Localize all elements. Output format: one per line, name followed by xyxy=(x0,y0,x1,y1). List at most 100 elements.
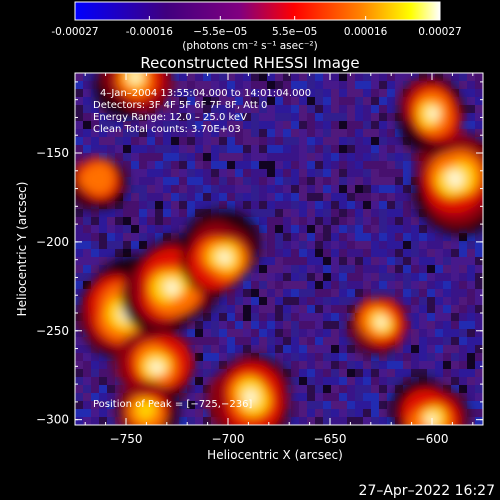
texture-cell xyxy=(443,361,451,369)
texture-cell xyxy=(339,137,347,145)
texture-cell xyxy=(299,113,307,121)
texture-cell xyxy=(299,169,307,177)
texture-cell xyxy=(75,369,83,377)
texture-cell xyxy=(211,177,219,185)
texture-cell xyxy=(187,321,195,329)
texture-cell xyxy=(299,313,307,321)
texture-cell xyxy=(179,137,187,145)
texture-cell xyxy=(275,321,283,329)
texture-cell xyxy=(403,217,411,225)
texture-cell xyxy=(219,73,227,81)
texture-cell xyxy=(115,137,123,145)
texture-cell xyxy=(275,193,283,201)
texture-cell xyxy=(371,121,379,129)
texture-cell xyxy=(331,201,339,209)
texture-cell xyxy=(131,121,139,129)
texture-cell xyxy=(91,217,99,225)
texture-cell xyxy=(307,121,315,129)
texture-cell xyxy=(171,113,179,121)
texture-cell xyxy=(155,177,163,185)
texture-cell xyxy=(371,137,379,145)
texture-cell xyxy=(211,105,219,113)
texture-cell xyxy=(339,153,347,161)
texture-cell xyxy=(259,233,267,241)
texture-cell xyxy=(363,145,371,153)
texture-cell xyxy=(219,137,227,145)
texture-cell xyxy=(291,225,299,233)
texture-cell xyxy=(139,241,147,249)
texture-cell xyxy=(275,113,283,121)
texture-cell xyxy=(195,73,203,81)
texture-cell xyxy=(291,409,299,417)
texture-cell xyxy=(379,161,387,169)
x-tick-label: −600 xyxy=(416,432,449,446)
texture-cell xyxy=(115,209,123,217)
texture-cell xyxy=(195,313,203,321)
texture-cell xyxy=(315,153,323,161)
texture-cell xyxy=(75,113,83,121)
texture-cell xyxy=(387,153,395,161)
texture-cell xyxy=(291,417,299,425)
texture-cell xyxy=(387,209,395,217)
texture-cell xyxy=(155,233,163,241)
texture-cell xyxy=(171,193,179,201)
texture-cell xyxy=(275,257,283,265)
texture-cell xyxy=(171,121,179,129)
texture-cell xyxy=(187,89,195,97)
texture-cell xyxy=(363,105,371,113)
texture-cell xyxy=(379,353,387,361)
texture-cell xyxy=(99,417,107,425)
texture-cell xyxy=(443,369,451,377)
texture-cell xyxy=(219,313,227,321)
texture-cell xyxy=(227,321,235,329)
texture-cell xyxy=(203,137,211,145)
texture-cell xyxy=(315,105,323,113)
texture-cell xyxy=(147,177,155,185)
texture-cell xyxy=(299,305,307,313)
texture-cell xyxy=(299,161,307,169)
texture-cell xyxy=(219,161,227,169)
texture-cell xyxy=(195,393,203,401)
texture-cell xyxy=(187,185,195,193)
texture-cell xyxy=(323,89,331,97)
texture-cell xyxy=(331,329,339,337)
texture-cell xyxy=(419,305,427,313)
texture-cell xyxy=(227,201,235,209)
texture-cell xyxy=(443,313,451,321)
texture-cell xyxy=(371,201,379,209)
texture-cell xyxy=(435,353,443,361)
texture-cell xyxy=(363,241,371,249)
texture-cell xyxy=(323,369,331,377)
texture-cell xyxy=(387,353,395,361)
texture-cell xyxy=(435,233,443,241)
texture-cell xyxy=(267,161,275,169)
texture-cell xyxy=(355,169,363,177)
texture-cell xyxy=(251,113,259,121)
texture-cell xyxy=(75,73,83,81)
texture-cell xyxy=(83,249,91,257)
texture-cell xyxy=(187,217,195,225)
texture-cell xyxy=(291,257,299,265)
texture-cell xyxy=(147,145,155,153)
texture-cell xyxy=(107,241,115,249)
texture-cell xyxy=(347,337,355,345)
texture-cell xyxy=(331,345,339,353)
texture-cell xyxy=(291,161,299,169)
texture-cell xyxy=(107,113,115,121)
texture-cell xyxy=(339,225,347,233)
texture-cell xyxy=(403,177,411,185)
texture-cell xyxy=(387,257,395,265)
texture-cell xyxy=(363,377,371,385)
texture-cell xyxy=(267,217,275,225)
texture-cell xyxy=(171,137,179,145)
texture-cell xyxy=(467,233,475,241)
texture-cell xyxy=(323,417,331,425)
texture-cell xyxy=(179,401,187,409)
texture-cell xyxy=(451,337,459,345)
texture-cell xyxy=(323,305,331,313)
texture-cell xyxy=(387,217,395,225)
texture-cell xyxy=(411,233,419,241)
texture-cell xyxy=(251,97,259,105)
texture-cell xyxy=(283,97,291,105)
texture-cell xyxy=(179,177,187,185)
